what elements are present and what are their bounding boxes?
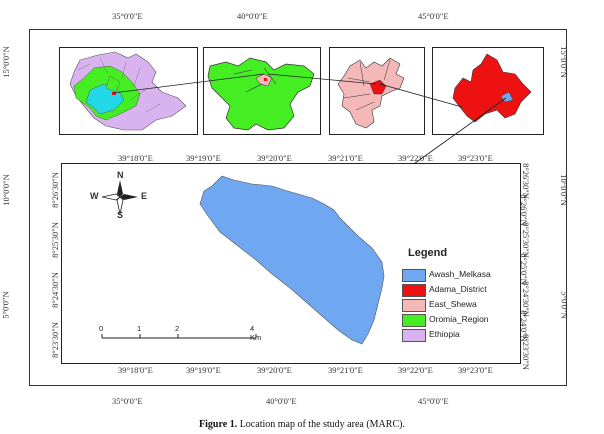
scale-bar: 0 1 2 4 Km: [96, 324, 266, 348]
study-area-map: [199, 175, 385, 345]
main-bottom-label-6: 39°23'0"E: [458, 365, 493, 375]
main-left-label-1: 8°26'30"N: [49, 172, 60, 208]
figure-caption-prefix: Figure 1.: [199, 419, 238, 430]
adama-map: [452, 53, 532, 123]
outer-right-label-3: 5°0'0"N: [559, 291, 570, 319]
main-left-label-4: 8°23'30"N: [49, 322, 60, 358]
main-top-label-5: 39°22'0"E: [398, 153, 433, 163]
ethiopia-map: [69, 51, 187, 131]
main-bottom-label-1: 39°18'0"E: [118, 365, 153, 375]
main-bottom-label-3: 39°20'0"E: [257, 365, 292, 375]
main-left-label-2: 8°25'30"N: [49, 222, 60, 258]
main-top-label-3: 39°20'0"E: [257, 153, 292, 163]
main-right-label-7: 8°23'30"N: [520, 334, 531, 370]
figure-caption: Figure 1. Location map of the study area…: [0, 419, 604, 430]
outer-bottom-label-3: 45°0'0"E: [418, 396, 449, 406]
main-right-label-2: 8°26'0"N: [518, 194, 529, 226]
legend-swatch: [402, 329, 426, 342]
main-bottom-label-2: 39°19'0"E: [186, 365, 221, 375]
legend-swatch: [402, 299, 426, 312]
inset-east-shewa: [329, 47, 425, 135]
main-top-label-4: 39°21'0"E: [328, 153, 363, 163]
compass-icon: [101, 180, 138, 215]
oromia-map: [207, 57, 315, 131]
legend: Legend Awash_Melkasa Adama_District East…: [394, 241, 520, 345]
outer-left-label-3: 5°0'0"N: [0, 291, 11, 319]
scale-bar-graphic: [101, 334, 257, 339]
main-bottom-label-4: 39°21'0"E: [328, 365, 363, 375]
inset-adama: [432, 47, 544, 135]
main-bottom-label-5: 39°22'0"E: [398, 365, 433, 375]
figure-caption-text: Location map of the study area (MARC).: [237, 419, 405, 430]
legend-title: Legend: [408, 247, 448, 259]
scale-label-0: 0: [99, 324, 104, 333]
compass-w: W: [90, 191, 99, 201]
legend-swatch: [402, 269, 426, 282]
main-left-label-3: 8°24'30"N: [49, 272, 60, 308]
scale-label-2: 2: [175, 324, 180, 333]
legend-label: Ethiopia: [429, 329, 460, 339]
inset-oromia: [203, 47, 321, 135]
legend-swatch: [402, 284, 426, 297]
compass-rose: N S W E: [88, 170, 152, 220]
outer-bottom-label-2: 40°0'0"E: [266, 396, 297, 406]
legend-swatch: [402, 314, 426, 327]
compass-e: E: [141, 191, 148, 201]
outer-bottom-label-1: 35°0'0"E: [112, 396, 143, 406]
outer-left-label-2: 10°0'0"N: [0, 174, 11, 206]
outer-top-label-1: 35°0'0"E: [112, 11, 143, 21]
compass-s: S: [117, 210, 124, 220]
main-top-label-2: 39°19'0"E: [186, 153, 221, 163]
main-top-label-6: 39°23'0"E: [458, 153, 493, 163]
outer-right-label-1: 15°0'0"N: [558, 46, 569, 78]
legend-label: Oromia_Region: [429, 314, 489, 324]
inset-ethiopia: [59, 47, 198, 135]
scale-label-1: 1: [137, 324, 142, 333]
legend-label: Adama_District: [429, 284, 487, 294]
compass-n: N: [117, 170, 124, 180]
main-right-label-4: 8°25'0"N: [518, 253, 529, 285]
legend-label: Awash_Melkasa: [429, 269, 491, 279]
main-top-label-1: 39°18'0"E: [118, 153, 153, 163]
legend-label: East_Shewa: [429, 299, 477, 309]
outer-top-label-3: 45°0'0"E: [418, 11, 449, 21]
outer-top-label-2: 40°0'0"E: [237, 11, 268, 21]
east-shewa-map: [337, 57, 405, 129]
outer-right-label-2: 10°0'0"N: [558, 174, 569, 206]
outer-left-label-1: 15°0'0"N: [0, 46, 11, 78]
scale-label-4km: 4 Km: [250, 324, 262, 342]
main-map: [61, 163, 521, 364]
